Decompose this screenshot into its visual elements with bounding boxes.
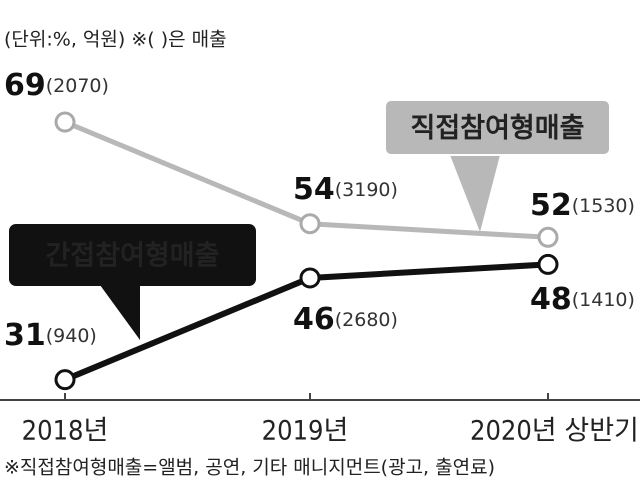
legend-label: 직접참여형매출	[411, 113, 585, 144]
unit-note: (단위:%, 억원) ※( )은 매출	[4, 29, 227, 51]
legend-label: 간접참여형매출	[46, 241, 220, 272]
value-label: 69	[4, 68, 46, 103]
point	[54, 111, 76, 133]
data-label: 52(1530)	[530, 188, 635, 223]
point	[537, 226, 559, 248]
value-label: 54	[293, 172, 335, 207]
data-label: 46(2680)	[293, 302, 398, 337]
sales-label: (1530)	[572, 195, 635, 217]
sales-label: (2070)	[46, 75, 109, 97]
value-label: 31	[4, 318, 46, 353]
data-label: 31(940)	[4, 318, 97, 353]
x-tick-label: 2019년	[262, 416, 349, 447]
sales-label: (2680)	[335, 309, 398, 331]
sales-label: (940)	[46, 325, 97, 347]
footnote: ※직접참여형매출=앨범, 공연, 기타 매니지먼트(광고, 출연료)	[4, 457, 495, 479]
legend-box	[384, 99, 611, 156]
sales-label: (3190)	[335, 179, 398, 201]
legend-pointer	[100, 285, 140, 340]
x-tick-label: 2020년 상반기	[470, 416, 639, 447]
data-label: 48(1410)	[530, 282, 635, 317]
data-label: 69(2070)	[4, 68, 109, 103]
x-tick-label: 2018년	[22, 416, 109, 447]
value-label: 52	[530, 188, 572, 223]
value-label: 46	[293, 302, 335, 337]
point	[299, 267, 321, 289]
sales-label: (1410)	[572, 289, 635, 311]
data-label: 54(3190)	[293, 172, 398, 207]
value-label: 48	[530, 282, 572, 317]
point	[299, 213, 321, 235]
point	[537, 253, 559, 275]
legend-pointer	[450, 155, 500, 232]
point	[54, 369, 76, 391]
legend-box	[9, 224, 256, 286]
